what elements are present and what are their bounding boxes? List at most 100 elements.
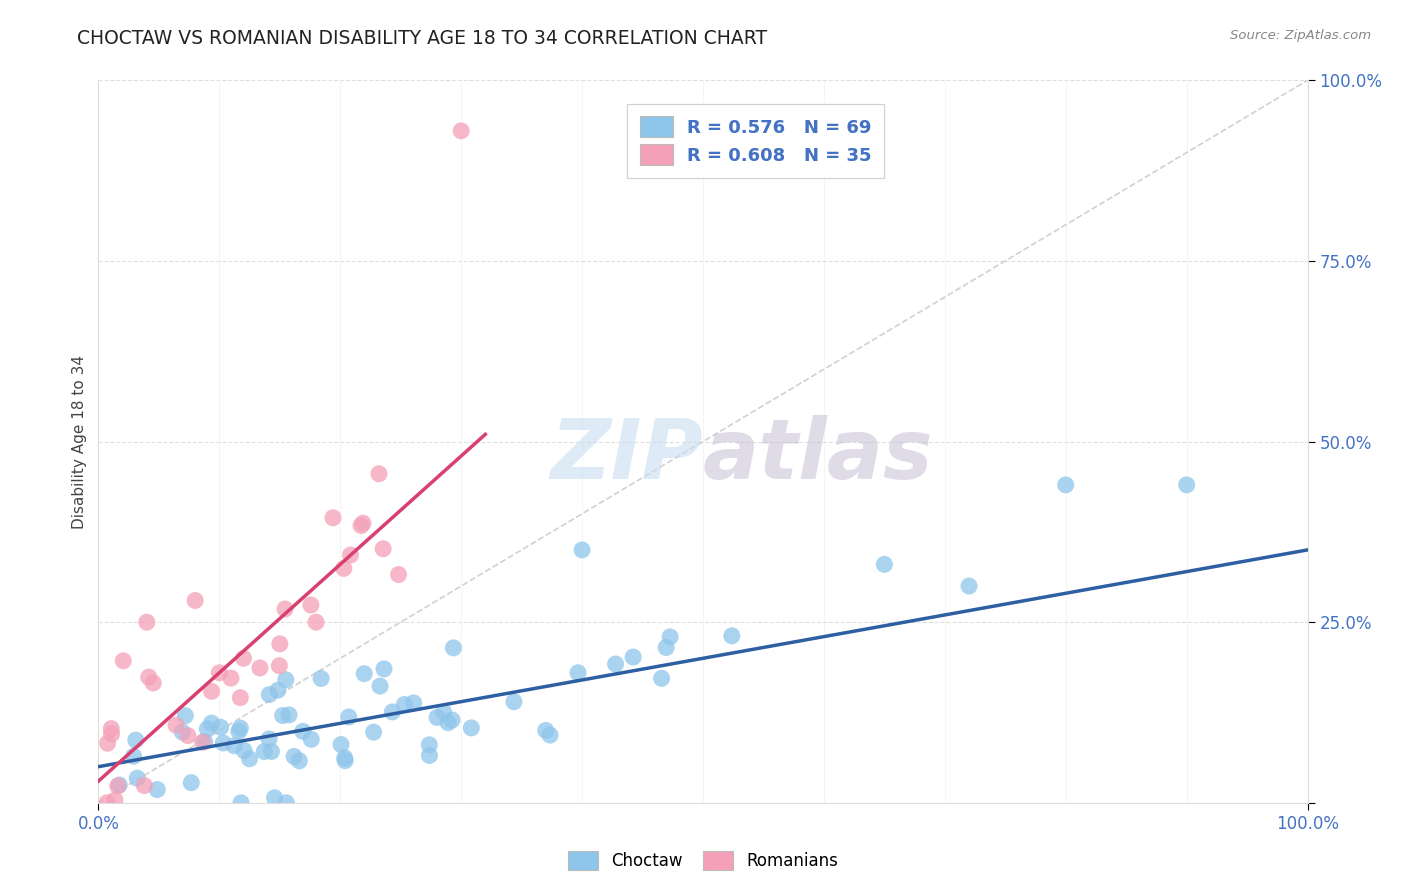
Point	[165, 718, 187, 732]
Point	[146, 782, 169, 797]
Point	[274, 673, 297, 687]
Point	[363, 725, 385, 739]
Point	[381, 705, 404, 719]
Point	[134, 779, 156, 793]
Text: Source: ZipAtlas.com: Source: ZipAtlas.com	[1230, 29, 1371, 42]
Point	[387, 567, 409, 582]
Point	[228, 724, 250, 739]
Point	[437, 715, 460, 730]
Point	[135, 615, 157, 630]
Point	[271, 708, 294, 723]
Point	[232, 651, 254, 665]
Point	[184, 593, 207, 607]
Point	[125, 733, 148, 747]
Point	[873, 558, 896, 572]
Point	[172, 725, 194, 739]
Point	[104, 793, 127, 807]
Point	[288, 754, 311, 768]
Point	[257, 731, 280, 746]
Point	[621, 650, 644, 665]
Point	[200, 684, 222, 698]
Point	[305, 615, 328, 630]
Point	[260, 744, 283, 758]
Point	[96, 796, 118, 810]
Point	[97, 736, 120, 750]
Point	[263, 790, 285, 805]
Point	[720, 629, 742, 643]
Point	[371, 541, 394, 556]
Point	[418, 748, 440, 763]
Point	[253, 745, 276, 759]
Point	[238, 752, 260, 766]
Point	[229, 721, 252, 735]
Point	[337, 710, 360, 724]
Point	[208, 665, 231, 680]
Point	[212, 736, 235, 750]
Text: CHOCTAW VS ROMANIAN DISABILITY AGE 18 TO 34 CORRELATION CHART: CHOCTAW VS ROMANIAN DISABILITY AGE 18 TO…	[77, 29, 768, 47]
Point	[122, 749, 145, 764]
Legend: R = 0.576   N = 69, R = 0.608   N = 35: R = 0.576 N = 69, R = 0.608 N = 35	[627, 103, 884, 178]
Point	[276, 796, 298, 810]
Point	[651, 671, 673, 685]
Point	[1054, 478, 1077, 492]
Point	[368, 679, 391, 693]
Point	[108, 778, 131, 792]
Point	[352, 516, 374, 531]
Point	[394, 698, 416, 712]
Point	[433, 705, 456, 719]
Point	[333, 561, 356, 575]
Point	[350, 518, 373, 533]
Point	[571, 542, 593, 557]
Point	[219, 671, 242, 685]
Point	[333, 751, 356, 765]
Point	[441, 713, 464, 727]
Point	[209, 720, 232, 734]
Point	[191, 735, 214, 749]
Point	[368, 467, 391, 481]
Point	[299, 732, 322, 747]
Point	[269, 658, 291, 673]
Point	[330, 738, 353, 752]
Point	[174, 708, 197, 723]
Point	[112, 654, 135, 668]
Point	[283, 749, 305, 764]
Point	[418, 738, 440, 752]
Point	[333, 754, 356, 768]
Point	[291, 724, 314, 739]
Point	[249, 661, 271, 675]
Point	[180, 775, 202, 789]
Point	[142, 676, 165, 690]
Point	[269, 637, 291, 651]
Point	[605, 657, 627, 671]
Point	[267, 683, 290, 698]
Point	[299, 598, 322, 612]
Text: atlas: atlas	[703, 416, 934, 497]
Y-axis label: Disability Age 18 to 34: Disability Age 18 to 34	[72, 354, 87, 529]
Point	[426, 710, 449, 724]
Point	[309, 672, 332, 686]
Point	[274, 602, 297, 616]
Point	[195, 722, 218, 736]
Point	[200, 716, 222, 731]
Point	[107, 779, 129, 793]
Point	[177, 729, 200, 743]
Point	[460, 721, 482, 735]
Point	[100, 722, 122, 736]
Point	[373, 662, 395, 676]
Point	[322, 510, 344, 524]
Point	[534, 723, 557, 738]
Point	[233, 743, 256, 757]
Legend: Choctaw, Romanians: Choctaw, Romanians	[561, 844, 845, 877]
Point	[402, 696, 425, 710]
Point	[443, 640, 465, 655]
Point	[278, 707, 301, 722]
Point	[567, 665, 589, 680]
Point	[224, 739, 246, 753]
Point	[229, 796, 252, 810]
Point	[1175, 478, 1198, 492]
Point	[339, 548, 361, 562]
Text: ZIP: ZIP	[550, 416, 703, 497]
Point	[100, 727, 122, 741]
Point	[659, 630, 682, 644]
Point	[353, 666, 375, 681]
